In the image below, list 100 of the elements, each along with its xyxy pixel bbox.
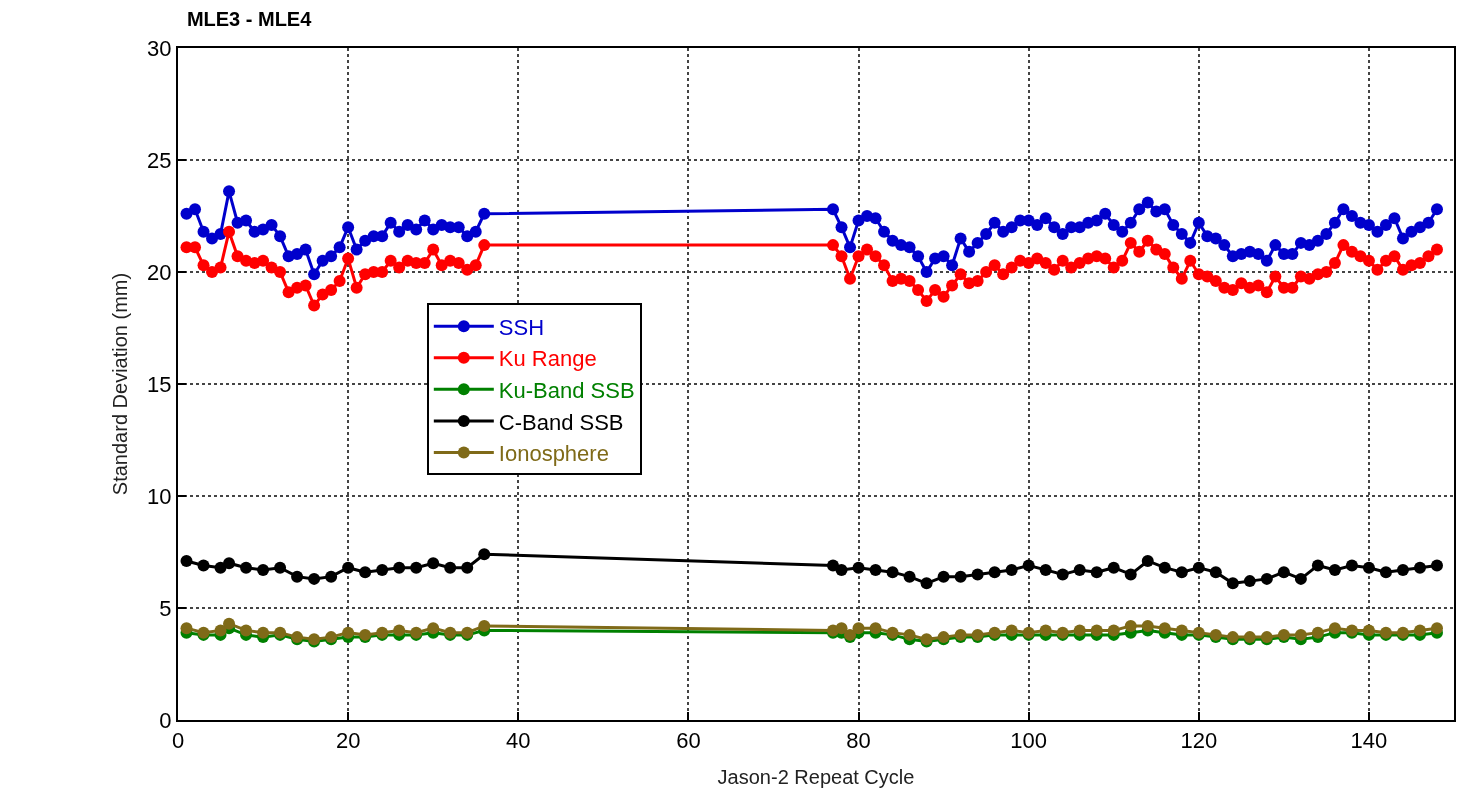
point xyxy=(1243,575,1256,588)
point xyxy=(393,561,406,574)
y-tick-label: 5 xyxy=(159,595,172,621)
point xyxy=(376,563,389,576)
point xyxy=(835,563,848,576)
point xyxy=(869,563,882,576)
y-tick-label: 15 xyxy=(147,371,172,397)
point xyxy=(342,561,355,574)
point xyxy=(1005,624,1018,637)
x-tick-label: 140 xyxy=(1350,728,1388,754)
point xyxy=(1294,572,1307,585)
point xyxy=(1431,559,1443,572)
point xyxy=(903,570,916,583)
x-tick-label: 40 xyxy=(506,728,531,754)
point xyxy=(852,622,865,635)
point xyxy=(1277,566,1290,579)
legend-label: SSH xyxy=(498,314,545,340)
point xyxy=(257,626,270,639)
point xyxy=(1039,563,1052,576)
point xyxy=(1073,563,1086,576)
point xyxy=(1073,624,1086,637)
point xyxy=(1039,624,1052,637)
y-tick-label: 10 xyxy=(147,483,172,509)
point xyxy=(257,563,270,576)
point xyxy=(240,624,253,637)
point xyxy=(308,572,321,585)
point xyxy=(1379,566,1392,579)
point xyxy=(1328,622,1341,635)
chart-title: MLE3 - MLE4 xyxy=(186,8,313,31)
point xyxy=(1124,619,1137,632)
x-tick-label: 100 xyxy=(1010,728,1048,754)
point xyxy=(274,561,287,574)
point xyxy=(1311,559,1324,572)
point xyxy=(1175,624,1188,637)
point xyxy=(1192,561,1205,574)
point xyxy=(410,561,423,574)
point xyxy=(342,626,355,639)
point xyxy=(478,619,491,632)
point xyxy=(180,554,193,567)
point xyxy=(427,557,440,570)
point xyxy=(1141,554,1154,567)
point xyxy=(1124,568,1137,581)
point xyxy=(1362,624,1375,637)
x-axis-title: Jason-2 Repeat Cycle xyxy=(717,766,915,789)
y-axis-title: Standard Deviation (mm) xyxy=(109,272,132,496)
point xyxy=(1413,561,1426,574)
point xyxy=(223,557,236,570)
point xyxy=(1056,568,1069,581)
legend-label: Ku Range xyxy=(498,346,597,372)
point xyxy=(291,570,304,583)
point xyxy=(427,622,440,635)
point xyxy=(954,570,967,583)
point xyxy=(835,622,848,635)
point xyxy=(1090,566,1103,579)
x-tick-label: 20 xyxy=(335,728,361,754)
point xyxy=(971,568,984,581)
point xyxy=(393,624,406,637)
point xyxy=(937,570,950,583)
point xyxy=(1294,628,1307,641)
point xyxy=(869,622,882,635)
point xyxy=(1260,572,1273,585)
point xyxy=(1413,624,1426,637)
point xyxy=(1107,561,1120,574)
point xyxy=(920,577,933,590)
legend-label: Ku-Band SSB xyxy=(498,377,635,403)
y-tick-label: 25 xyxy=(147,147,172,173)
point xyxy=(1107,624,1120,637)
point xyxy=(1141,619,1154,632)
point xyxy=(1345,559,1358,572)
legend-label: C-Band SSB xyxy=(498,409,624,435)
point xyxy=(359,566,372,579)
x-tick-label: 80 xyxy=(846,728,871,754)
y-tick-label: 20 xyxy=(147,259,172,285)
point xyxy=(180,622,193,635)
point xyxy=(1090,624,1103,637)
y-tick-label: 0 xyxy=(159,707,172,733)
point xyxy=(223,617,236,630)
point xyxy=(325,570,338,583)
point xyxy=(1158,622,1171,635)
point xyxy=(988,566,1001,579)
x-tick-label: 120 xyxy=(1180,728,1218,754)
point xyxy=(886,566,899,579)
point xyxy=(1226,577,1239,590)
point xyxy=(1431,622,1443,635)
point xyxy=(1396,563,1409,576)
point xyxy=(1175,566,1188,579)
x-tick-label: 60 xyxy=(676,728,701,754)
y-tick-label: 30 xyxy=(147,35,172,61)
point xyxy=(852,561,865,574)
point xyxy=(214,624,227,637)
point xyxy=(1005,563,1018,576)
point xyxy=(240,561,253,574)
point xyxy=(1362,561,1375,574)
point xyxy=(903,628,916,641)
legend-label: Ionosphere xyxy=(498,441,609,467)
point xyxy=(461,561,474,574)
point xyxy=(1209,566,1222,579)
point xyxy=(1022,559,1035,572)
point xyxy=(1328,563,1341,576)
point xyxy=(478,548,491,561)
